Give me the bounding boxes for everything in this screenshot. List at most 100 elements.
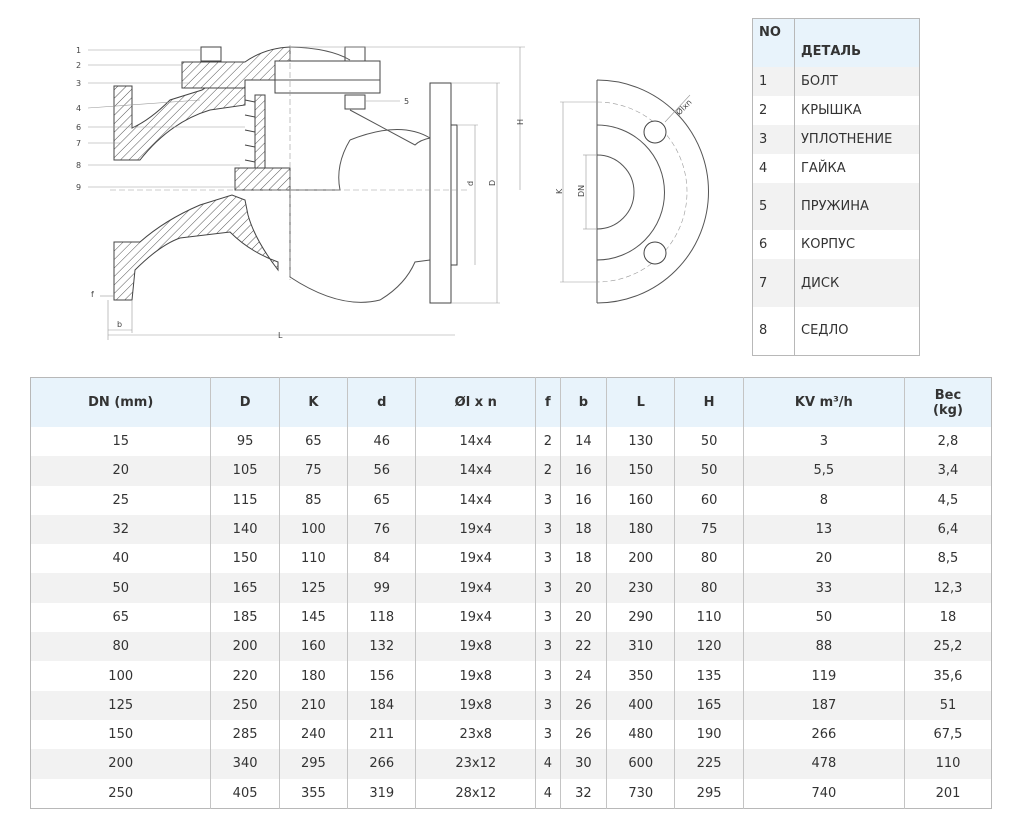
dim-DN: DN — [577, 185, 586, 197]
table-cell: 110 — [278, 544, 348, 574]
table-cell: 20 — [742, 544, 905, 574]
table-cell: 156 — [347, 661, 416, 691]
table-cell: 50 — [674, 427, 744, 457]
table-cell: 225 — [674, 749, 744, 779]
table-cell: 19x8 — [415, 632, 536, 662]
table-cell: 100 — [278, 514, 348, 545]
part-no: 7 — [759, 275, 768, 291]
table-cell: 115 — [210, 485, 280, 515]
table-cell: 740 — [742, 778, 905, 809]
table-cell: 8 — [742, 485, 905, 515]
table-row: 32 140 100 76 19x4 3 18 180 75 13 6,4 — [30, 514, 992, 545]
table-cell: 3 — [535, 690, 561, 720]
table-cell: 310 — [606, 632, 675, 662]
table-cell: 266 — [347, 749, 416, 779]
table-cell: 125 — [108, 697, 134, 713]
table-cell: 180 — [606, 514, 675, 545]
table-cell: 16 — [559, 456, 607, 486]
callout-1: 1 — [76, 46, 81, 55]
part-name: ПРУЖИНА — [794, 183, 920, 230]
table-cell: 165 — [674, 690, 744, 720]
part-no: 8 — [759, 323, 768, 339]
callout-5: 5 — [404, 97, 409, 106]
part-name: ГАЙКА — [794, 154, 920, 183]
table-cell: 33 — [742, 573, 905, 603]
table-cell: 24 — [559, 661, 607, 691]
table-cell: 67,5 — [903, 719, 992, 750]
dim-K: K — [555, 188, 564, 194]
table-cell: 6,4 — [903, 514, 992, 545]
table-cell: 65 — [347, 485, 416, 515]
flange-end-view: K DN Ølxn — [555, 79, 709, 304]
table-cell: 200 — [108, 756, 134, 772]
table-cell: 65 — [278, 427, 348, 457]
parts-header-detail: ДЕТАЛЬ — [794, 18, 920, 67]
table-cell: 2,8 — [903, 427, 992, 457]
parts-header-no: NO — [752, 18, 795, 67]
parts-table: NO ДЕТАЛЬ 1 БОЛТ 2 КРЫШКА 3 УПЛОТНЕНИЕ 4 ГАЙ… — [752, 18, 920, 356]
table-row: 100 220 180 156 19x8 3 24 350 135 119 35,6 — [31, 661, 992, 691]
table-cell: 80 — [674, 573, 744, 603]
table-cell: 8,5 — [903, 544, 992, 574]
table-cell: 35,6 — [903, 661, 992, 691]
table-cell: 15 — [112, 434, 129, 450]
table-row: 25 115 85 65 14x4 3 16 160 60 8 4,5 — [31, 485, 992, 515]
table-cell: 18 — [903, 602, 992, 633]
table-cell: 4,5 — [903, 485, 992, 515]
column-header: L — [606, 377, 675, 427]
table-cell: 32 — [112, 522, 129, 538]
table-cell: 85 — [278, 485, 348, 515]
table-cell: 266 — [742, 719, 905, 750]
table-cell: 19x4 — [415, 544, 536, 574]
table-cell: 118 — [347, 602, 416, 633]
parts-row: 3 УПЛОТНЕНИЕ — [752, 125, 920, 154]
parts-row: 5 ПРУЖИНА — [752, 183, 920, 230]
table-cell: 180 — [278, 661, 348, 691]
valve-technical-drawing: 1 2 3 4 6 7 8 9 5 H d D f b L K DN Ølxn — [76, 45, 709, 340]
table-cell: 340 — [210, 749, 280, 779]
table-cell: 40 — [112, 551, 129, 567]
callout-4: 4 — [76, 104, 81, 113]
table-cell: 46 — [347, 427, 416, 457]
table-cell: 20 — [559, 573, 607, 603]
table-cell: 140 — [210, 514, 280, 545]
table-cell: 65 — [112, 609, 129, 625]
callout-3: 3 — [76, 79, 81, 88]
column-header: K — [278, 377, 348, 427]
table-cell: 26 — [559, 719, 607, 750]
table-cell: 50 — [742, 602, 905, 633]
table-cell: 28x12 — [415, 778, 536, 809]
table-cell: 3 — [535, 573, 561, 603]
table-cell: 295 — [674, 778, 744, 809]
part-name: УПЛОТНЕНИЕ — [794, 125, 920, 154]
table-cell: 75 — [278, 456, 348, 486]
table-cell: 132 — [347, 632, 416, 662]
table-cell: 19x8 — [415, 690, 536, 720]
table-cell: 400 — [606, 690, 675, 720]
table-cell: 30 — [559, 749, 607, 779]
table-row: 80 200 160 132 19x8 3 22 310 120 88 25,2 — [30, 632, 992, 662]
table-cell: 19x4 — [415, 602, 536, 633]
table-cell: 80 — [112, 639, 129, 655]
table-cell: 80 — [674, 544, 744, 574]
table-cell: 480 — [606, 719, 675, 750]
parts-row: 7 ДИСК — [752, 259, 920, 307]
table-row: 65 185 145 118 19x4 3 20 290 110 50 18 — [31, 602, 992, 633]
part-name: КРЫШКА — [794, 96, 920, 125]
table-cell: 200 — [210, 632, 280, 662]
table-cell: 23x8 — [415, 719, 536, 750]
table-cell: 3 — [742, 427, 905, 457]
table-cell: 355 — [278, 778, 348, 809]
column-header: b — [559, 377, 607, 427]
table-cell: 20 — [559, 602, 607, 633]
parts-row: 1 БОЛТ — [752, 67, 920, 96]
table-cell: 26 — [559, 690, 607, 720]
table-cell: 150 — [210, 544, 280, 574]
table-cell: 295 — [278, 749, 348, 779]
table-cell: 184 — [347, 690, 416, 720]
table-cell: 3 — [535, 632, 561, 662]
table-cell: 3 — [535, 602, 561, 633]
table-row: 200 340 295 266 23x12 4 30 600 225 478 110 — [30, 749, 992, 779]
column-header: Вес (kg) — [903, 377, 992, 427]
part-no: 5 — [759, 199, 768, 214]
